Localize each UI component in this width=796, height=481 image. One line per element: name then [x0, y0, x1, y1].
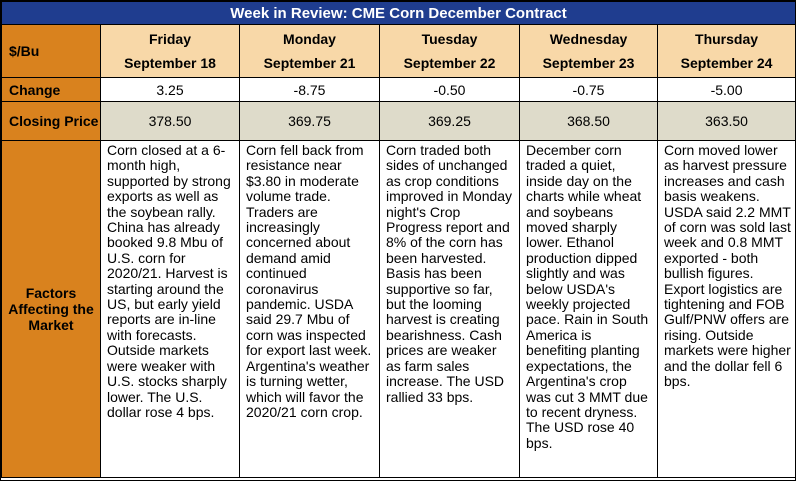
day-header-tuesday: Tuesday September 22: [379, 24, 520, 78]
factors-text-monday: Corn fell back from resistance near $3.8…: [239, 140, 380, 478]
factors-text-friday: Corn closed at a 6-month high, supported…: [100, 140, 240, 478]
closing-price-monday: 369.75: [239, 101, 380, 141]
day-date: September 18: [124, 55, 216, 71]
day-name: Thursday: [695, 31, 759, 47]
change-value-tuesday: -0.50: [379, 77, 520, 102]
day-date: September 21: [263, 55, 356, 71]
day-name: Friday: [148, 31, 191, 47]
day-header-friday: Friday September 18: [100, 24, 240, 78]
day-name: Tuesday: [421, 31, 478, 47]
factors-text-thursday: Corn moved lower as harvest pressure inc…: [656, 140, 796, 478]
change-value-monday: -8.75: [239, 77, 380, 102]
factors-text-tuesday: Corn traded both sides of unchanged as c…: [379, 140, 520, 478]
day-date: September 24: [680, 55, 773, 71]
change-value-friday: 3.25: [100, 77, 240, 102]
change-label: Change: [1, 77, 101, 102]
day-date: September 22: [403, 55, 496, 71]
closing-price-label: Closing Price: [1, 101, 101, 141]
day-name: Wednesday: [549, 31, 628, 47]
factors-label: Factors Affecting the Market: [1, 140, 101, 478]
closing-price-tuesday: 369.25: [379, 101, 520, 141]
day-date: September 23: [542, 55, 635, 71]
closing-price-thursday: 363.50: [656, 101, 796, 141]
day-header-wednesday: Wednesday September 23: [519, 24, 658, 78]
change-value-thursday: -5.00: [656, 77, 796, 102]
day-header-thursday: Thursday September 24: [656, 24, 796, 78]
table-title: Week in Review: CME Corn December Contra…: [0, 1, 796, 25]
closing-price-wednesday: 368.50: [519, 101, 658, 141]
day-header-monday: Monday September 21: [239, 24, 380, 78]
day-name: Monday: [283, 31, 336, 47]
closing-price-friday: 378.50: [100, 101, 240, 141]
factors-text-wednesday: December corn traded a quiet, inside day…: [519, 140, 658, 478]
change-value-wednesday: -0.75: [519, 77, 658, 102]
unit-label: $/Bu: [1, 24, 101, 78]
